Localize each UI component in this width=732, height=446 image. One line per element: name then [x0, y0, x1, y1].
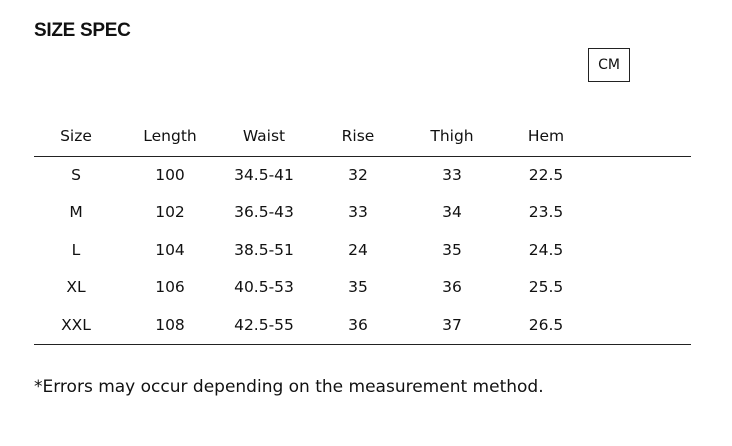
bottom-rule — [34, 344, 691, 345]
table-cell: 36 — [442, 278, 462, 296]
unit-button[interactable]: CM — [588, 48, 630, 82]
table-cell: 24 — [348, 241, 368, 259]
table-cell: M — [69, 203, 83, 221]
table-cell: 104 — [155, 241, 185, 259]
table-cell: XXL — [61, 316, 91, 334]
table-cell: 26.5 — [528, 316, 564, 334]
table-cell: XL — [66, 278, 86, 296]
column-header: Rise — [341, 127, 375, 145]
note: *Errors may occur depending on the measu… — [34, 377, 544, 397]
table-cell: 106 — [155, 278, 185, 296]
table-cell: 40.5-53 — [234, 278, 294, 296]
column-header: Hem — [527, 127, 565, 145]
table-cell: L — [71, 241, 81, 259]
table-cell: 102 — [155, 203, 185, 221]
table-cell: 108 — [155, 316, 185, 334]
column-header: Size — [60, 127, 92, 145]
table-cell: 100 — [155, 166, 185, 184]
table-cell: 38.5-51 — [234, 241, 294, 259]
table-cell: 25.5 — [528, 278, 564, 296]
table-cell: 36 — [348, 316, 368, 334]
table-cell: S — [71, 166, 81, 184]
table-cell: 33 — [348, 203, 368, 221]
table-cell: 35 — [442, 241, 462, 259]
header-rule — [34, 156, 691, 157]
table-cell: 22.5 — [528, 166, 564, 184]
column-header: Thigh — [430, 127, 474, 145]
table-cell: 34 — [442, 203, 462, 221]
page-title: SIZE SPEC — [34, 20, 131, 41]
table-cell: 23.5 — [528, 203, 564, 221]
table-cell: 35 — [348, 278, 368, 296]
column-header: Length — [143, 127, 197, 145]
table-cell: 36.5-43 — [234, 203, 294, 221]
table-cell: 37 — [442, 316, 462, 334]
table-cell: 32 — [348, 166, 368, 184]
table-cell: 24.5 — [528, 241, 564, 259]
table-cell: 33 — [442, 166, 462, 184]
column-header: Waist — [242, 127, 286, 145]
table-cell: 42.5-55 — [234, 316, 294, 334]
table-cell: 34.5-41 — [234, 166, 294, 184]
